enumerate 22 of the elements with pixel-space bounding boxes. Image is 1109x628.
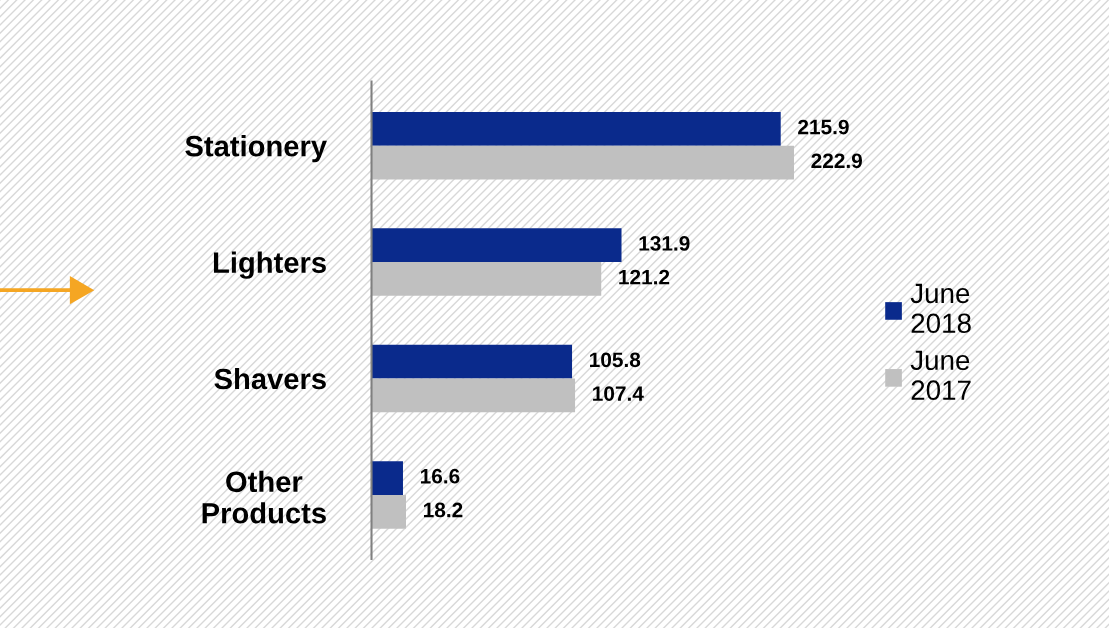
data-label: 18.2 <box>423 502 463 518</box>
bar <box>371 262 602 296</box>
y-tick-label: Other Products <box>202 470 326 524</box>
bar <box>371 228 622 263</box>
data-label: 131.9 <box>639 236 690 251</box>
legend-label: June 2018 <box>910 283 971 334</box>
bar <box>371 111 781 146</box>
bar <box>371 378 576 413</box>
bar <box>371 461 403 495</box>
data-label: 215.9 <box>798 119 849 135</box>
y-tick-label: Stationery <box>185 135 327 163</box>
bar <box>371 145 794 180</box>
y-tick-label: Lighters <box>213 251 326 279</box>
bar <box>371 344 573 379</box>
legend-label: June 2017 <box>910 350 971 401</box>
data-label: 222.9 <box>811 153 863 169</box>
data-label: 16.6 <box>420 468 460 484</box>
data-label: 107.4 <box>593 386 644 401</box>
data-label: 121.2 <box>619 269 670 285</box>
bar <box>371 494 407 529</box>
data-label: 105.8 <box>590 352 641 368</box>
y-tick-label: Shavers <box>214 367 326 390</box>
